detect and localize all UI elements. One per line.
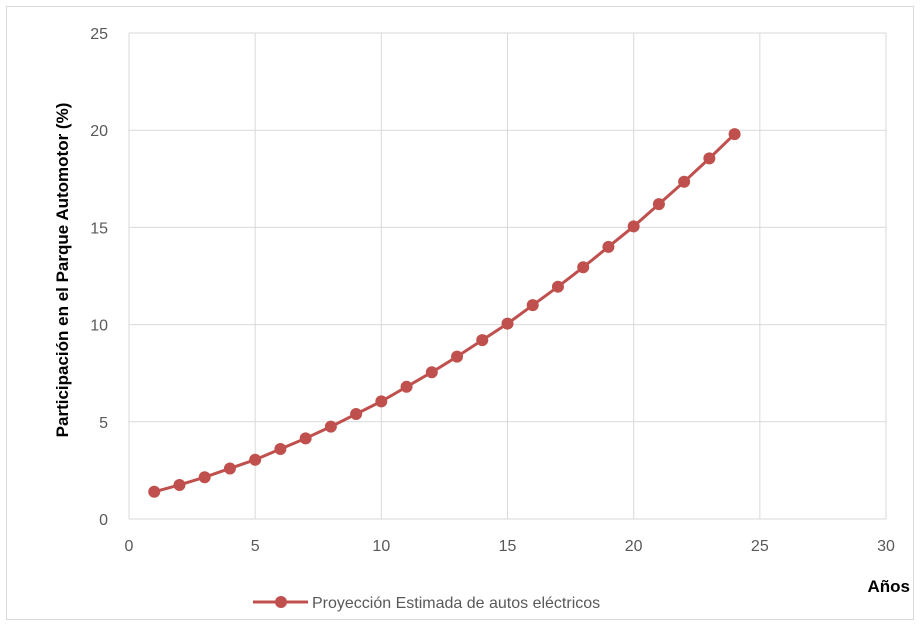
y-tick-label: 5 <box>99 415 108 432</box>
y-tick-label: 20 <box>90 123 108 140</box>
data-point <box>223 462 236 475</box>
x-tick-label: 15 <box>499 538 517 555</box>
data-point <box>198 471 211 484</box>
data-point <box>173 478 186 491</box>
legend-marker <box>275 596 287 608</box>
data-point <box>627 220 640 233</box>
data-point <box>577 261 590 274</box>
data-point <box>501 317 514 330</box>
data-point <box>324 420 337 433</box>
x-tick-label: 25 <box>751 538 769 555</box>
data-point <box>602 240 615 253</box>
tick-labels: 0 5 10 15 20 25 30 0 5 10 15 20 25 <box>90 26 895 555</box>
data-point <box>350 408 363 421</box>
y-tick-label: 15 <box>90 220 108 237</box>
y-tick-label: 0 <box>99 512 108 529</box>
y-axis-title: Participación en el Parque Automotor (%) <box>53 103 72 438</box>
data-point <box>451 350 464 363</box>
series-layer <box>148 128 741 498</box>
data-point <box>476 334 489 347</box>
legend: Proyección Estimada de autos eléctricos <box>253 595 600 612</box>
data-point <box>375 395 388 408</box>
data-point <box>551 280 564 293</box>
data-point <box>425 366 438 379</box>
data-point <box>703 152 716 165</box>
x-tick-label: 30 <box>877 538 895 555</box>
x-tick-label: 10 <box>372 538 390 555</box>
x-tick-label: 5 <box>251 538 260 555</box>
data-point <box>652 198 665 211</box>
data-point <box>249 453 262 466</box>
data-point <box>526 299 539 312</box>
data-point <box>274 443 287 456</box>
data-point <box>400 380 413 393</box>
y-tick-label: 10 <box>90 318 108 335</box>
data-point <box>728 128 741 141</box>
x-tick-label: 0 <box>125 538 134 555</box>
data-point <box>299 432 312 445</box>
series-line <box>153 133 736 494</box>
y-tick-label: 25 <box>90 26 108 43</box>
x-axis-title: Años <box>868 577 911 596</box>
chart-frame <box>6 6 914 620</box>
grid <box>128 32 887 520</box>
data-point <box>148 485 161 498</box>
data-point <box>678 175 691 188</box>
legend-label: Proyección Estimada de autos eléctricos <box>312 595 600 612</box>
x-tick-label: 20 <box>625 538 643 555</box>
